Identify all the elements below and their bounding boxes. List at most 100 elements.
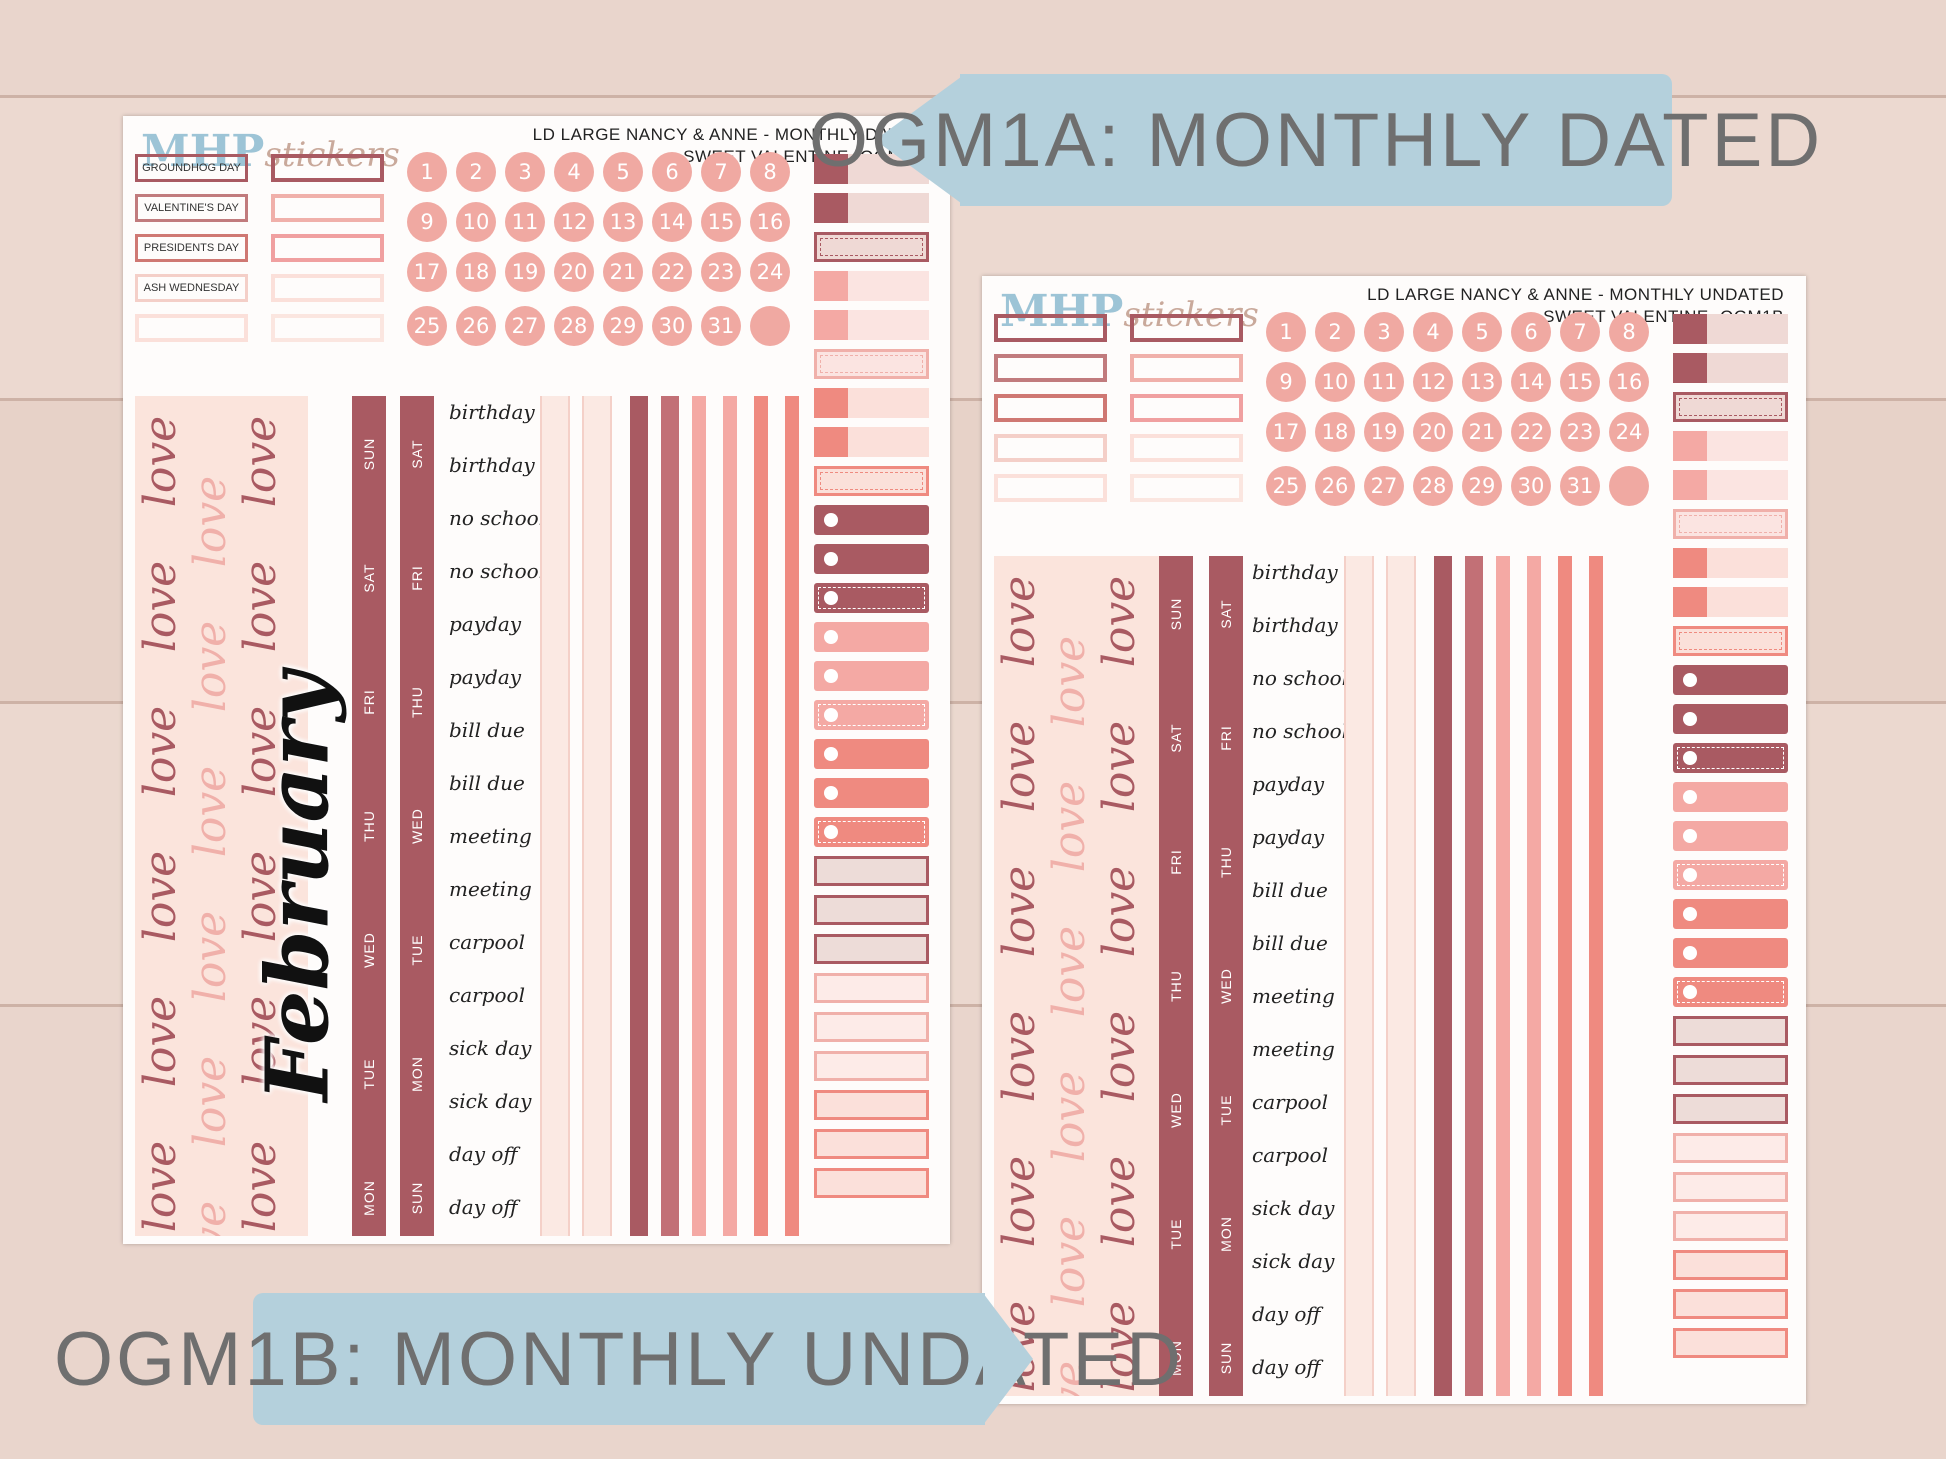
event-label-sticker: PRESIDENTS DAY xyxy=(135,234,248,262)
word-sticker: sick day xyxy=(1252,1249,1335,1273)
box-sticker xyxy=(814,856,929,886)
header-line-1: LD LARGE NANCY & ANNE - MONTHLY DATED xyxy=(532,125,924,144)
logo-main: MHP xyxy=(141,126,265,177)
love-script: love xyxy=(185,475,237,568)
word-sticker: no school xyxy=(449,506,546,530)
tab-sticker xyxy=(1673,899,1788,929)
tab-hole-icon xyxy=(824,786,838,800)
date-sticker: 7 xyxy=(1560,312,1600,352)
dashed-box-sticker xyxy=(1673,392,1788,422)
date-sticker: 29 xyxy=(1462,466,1502,506)
dashed-box-sticker xyxy=(1673,509,1788,539)
half-box-sticker xyxy=(1673,353,1788,383)
date-sticker: 17 xyxy=(1266,412,1306,452)
date-sticker: 4 xyxy=(554,152,594,192)
love-script: love xyxy=(1044,1070,1096,1163)
love-script: love xyxy=(994,1010,1046,1103)
date-sticker: 6 xyxy=(1511,312,1551,352)
date-sticker: 19 xyxy=(505,252,545,292)
word-sticker: payday xyxy=(1252,772,1325,796)
date-sticker: 25 xyxy=(1266,466,1306,506)
date-sticker: 9 xyxy=(1266,362,1306,402)
weekday-label: SUN xyxy=(361,437,377,471)
stripe-bar xyxy=(1434,556,1452,1396)
love-script: love xyxy=(235,415,287,508)
weekday-label: WED xyxy=(1218,968,1234,1004)
tab-sticker xyxy=(1673,743,1788,773)
date-sticker: 14 xyxy=(652,202,692,242)
love-script: love xyxy=(235,560,287,653)
date-sticker: 8 xyxy=(1609,312,1649,352)
word-sticker: day off xyxy=(1252,1302,1321,1326)
half-box-fill xyxy=(1673,587,1707,617)
date-sticker: 21 xyxy=(603,252,643,292)
event-label-sticker: VALENTINE'S DAY xyxy=(135,194,248,222)
date-sticker: 29 xyxy=(603,306,643,346)
blank-label-box xyxy=(994,434,1107,462)
tab-hole-icon xyxy=(824,669,838,683)
box-sticker xyxy=(1673,1250,1788,1280)
date-sticker: 17 xyxy=(407,252,447,292)
date-sticker: 21 xyxy=(1462,412,1502,452)
word-sticker: carpool xyxy=(1252,1090,1328,1114)
tag-text: OGM1A: MONTHLY DATED xyxy=(809,74,1820,206)
weekday-label: TUE xyxy=(361,1058,377,1090)
love-script: love xyxy=(994,575,1046,668)
date-sticker: 5 xyxy=(1462,312,1502,352)
word-sticker: meeting xyxy=(1252,1037,1335,1061)
word-sticker: no school xyxy=(1252,666,1349,690)
word-sticker: birthday xyxy=(449,453,535,477)
tab-hole-icon xyxy=(1683,790,1697,804)
tab-hole-icon xyxy=(824,825,838,839)
weekday-label: SAT xyxy=(1168,723,1184,753)
stripe-bar xyxy=(785,396,799,1236)
weekday-label: MON xyxy=(409,1056,425,1092)
weekday-label: SUN xyxy=(1218,1341,1234,1375)
blank-label-box xyxy=(1130,354,1243,382)
box-sticker xyxy=(814,895,929,925)
date-sticker: 23 xyxy=(1560,412,1600,452)
half-box-sticker xyxy=(814,427,929,457)
box-sticker xyxy=(1673,1094,1788,1124)
date-sticker: 18 xyxy=(1315,412,1355,452)
blank-label-box xyxy=(994,394,1107,422)
tab-hole-icon xyxy=(824,630,838,644)
tab-sticker xyxy=(1673,782,1788,812)
date-sticker: 6 xyxy=(652,152,692,192)
box-sticker xyxy=(1673,1289,1788,1319)
love-script: love xyxy=(235,1140,287,1233)
date-sticker: 2 xyxy=(456,152,496,192)
love-script: love xyxy=(1044,780,1096,873)
word-sticker: birthday xyxy=(449,400,535,424)
blank-label-box xyxy=(271,314,384,342)
dashed-box-sticker xyxy=(814,232,929,262)
tab-hole-icon xyxy=(824,708,838,722)
blank-label-box xyxy=(994,354,1107,382)
word-sticker: carpool xyxy=(449,983,525,1007)
date-sticker: 26 xyxy=(456,306,496,346)
half-box-fill xyxy=(1673,431,1707,461)
tab-sticker xyxy=(814,817,929,847)
love-script: love xyxy=(994,720,1046,813)
love-script: love xyxy=(1044,1215,1096,1308)
date-sticker: 11 xyxy=(505,202,545,242)
day-strip-2: SAT FRI THU WED TUE MON SUN xyxy=(400,396,434,1236)
love-script: love xyxy=(185,1201,236,1236)
word-sticker: no school xyxy=(1252,719,1349,743)
header-line-1: LD LARGE NANCY & ANNE - MONTHLY UNDATED xyxy=(1367,285,1784,304)
label-tag-undated: OGM1B: MONTHLY UNDATED xyxy=(54,1293,1181,1425)
blank-label-box xyxy=(135,314,248,342)
tab-sticker xyxy=(1673,821,1788,851)
love-script: love xyxy=(185,765,237,858)
date-sticker: 7 xyxy=(701,152,741,192)
date-sticker: 3 xyxy=(1364,312,1404,352)
half-box-sticker xyxy=(1673,587,1788,617)
blank-label-box xyxy=(1130,314,1243,342)
blank-label-box xyxy=(994,314,1107,342)
weekday-label: THU xyxy=(1168,970,1184,1002)
tab-sticker xyxy=(1673,977,1788,1007)
weekday-label: FRI xyxy=(361,689,377,715)
box-sticker xyxy=(1673,1133,1788,1163)
half-box-sticker xyxy=(1673,548,1788,578)
box-sticker xyxy=(1673,1016,1788,1046)
